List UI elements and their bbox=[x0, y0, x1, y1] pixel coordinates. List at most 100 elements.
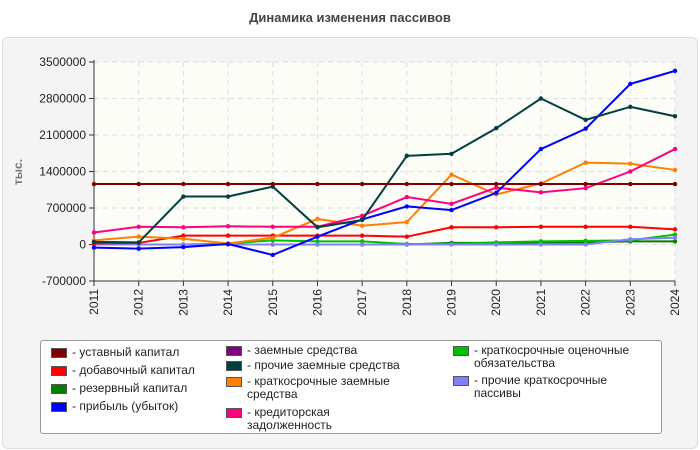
data-point bbox=[583, 238, 588, 244]
series-line bbox=[93, 161, 676, 245]
legend-item: - резервный капитал bbox=[51, 382, 241, 395]
data-point bbox=[315, 234, 320, 239]
data-point bbox=[672, 181, 678, 187]
y-tick-label: 2800000 bbox=[39, 92, 86, 106]
legend-item: - добавочный капитал bbox=[51, 364, 241, 377]
data-point bbox=[91, 181, 97, 187]
data-point bbox=[359, 242, 365, 247]
legend-label: - добавочный капитал bbox=[72, 363, 195, 377]
data-point bbox=[359, 239, 365, 244]
data-point bbox=[136, 240, 141, 245]
data-point bbox=[583, 126, 588, 131]
x-tick-label: 2016 bbox=[310, 289, 324, 316]
data-point bbox=[449, 201, 454, 207]
data-point bbox=[538, 239, 544, 244]
series-0 bbox=[91, 181, 678, 187]
data-point bbox=[672, 167, 678, 173]
y-tick-label: -700000 bbox=[42, 274, 86, 288]
legend-item: - заемные средства bbox=[226, 344, 416, 357]
legend-item: - краткосрочные заемные средства bbox=[226, 375, 416, 401]
legend-label: - резервный капитал bbox=[72, 381, 188, 395]
data-point bbox=[359, 223, 365, 228]
data-point bbox=[583, 117, 588, 123]
x-tick-label: 2024 bbox=[668, 289, 682, 316]
data-point bbox=[494, 181, 499, 187]
data-point bbox=[583, 160, 588, 165]
data-point bbox=[404, 234, 410, 239]
x-tick-label: 2017 bbox=[355, 289, 369, 316]
data-point bbox=[404, 219, 410, 225]
legend-label: - краткосрочные заемные средства bbox=[247, 374, 390, 401]
x-tick-label: 2011 bbox=[87, 289, 101, 315]
legend-item: - прочие заемные средства bbox=[226, 359, 416, 372]
data-point bbox=[359, 233, 365, 238]
data-point bbox=[270, 224, 275, 229]
data-point bbox=[315, 216, 320, 222]
legend-swatch bbox=[51, 348, 67, 358]
legend-label: - прочие заемные средства bbox=[247, 358, 400, 372]
legend-swatch bbox=[226, 377, 242, 387]
data-point bbox=[404, 181, 410, 187]
y-tick-label: 1400000 bbox=[39, 165, 86, 179]
data-point bbox=[449, 181, 454, 187]
data-point bbox=[672, 239, 678, 244]
data-point bbox=[136, 246, 141, 251]
data-point bbox=[628, 224, 633, 229]
data-point bbox=[494, 242, 499, 247]
y-tick-label: 3500000 bbox=[39, 55, 86, 69]
data-point bbox=[538, 242, 544, 247]
data-point bbox=[225, 181, 231, 187]
data-point bbox=[225, 233, 231, 238]
data-point bbox=[494, 225, 499, 230]
data-point bbox=[672, 114, 678, 119]
data-point bbox=[225, 241, 231, 247]
data-point bbox=[628, 81, 633, 87]
legend-swatch bbox=[226, 361, 242, 371]
data-point bbox=[315, 242, 320, 247]
y-axis-label: тыс. bbox=[11, 159, 25, 185]
series-5 bbox=[91, 96, 678, 245]
data-point bbox=[181, 181, 186, 187]
data-point bbox=[449, 151, 454, 156]
data-point bbox=[628, 169, 633, 174]
legend-label: - прочие краткосрочные пассивы bbox=[474, 373, 608, 400]
data-point bbox=[270, 181, 275, 187]
data-point bbox=[449, 242, 454, 247]
legend-swatch bbox=[453, 346, 469, 356]
data-point bbox=[404, 194, 410, 200]
x-tick-label: 2023 bbox=[623, 289, 637, 316]
data-point bbox=[672, 146, 678, 152]
data-point bbox=[538, 190, 544, 195]
data-point bbox=[538, 96, 544, 101]
data-point bbox=[136, 181, 141, 187]
legend-swatch bbox=[51, 384, 67, 394]
data-point bbox=[181, 194, 186, 199]
y-tick-label: 2100000 bbox=[39, 128, 86, 142]
data-point bbox=[270, 252, 275, 258]
data-point bbox=[404, 153, 410, 159]
x-tick-label: 2014 bbox=[221, 289, 235, 316]
x-tick-label: 2019 bbox=[445, 289, 459, 316]
data-point bbox=[538, 146, 544, 152]
legend-label: - краткосрочные оценочные обязательства bbox=[474, 343, 630, 370]
data-point bbox=[628, 237, 633, 242]
data-point bbox=[91, 230, 97, 235]
data-point bbox=[583, 185, 588, 191]
legend-label: - кредиторская задолженность bbox=[247, 405, 332, 432]
x-tick-label: 2012 bbox=[132, 289, 146, 316]
data-point bbox=[672, 227, 678, 232]
legend-item: - прибыль (убыток) bbox=[51, 400, 241, 413]
legend-label: - уставный капитал bbox=[72, 345, 180, 359]
legend-swatch bbox=[226, 346, 242, 356]
y-tick-label: 0 bbox=[79, 238, 86, 252]
data-point bbox=[538, 181, 544, 187]
data-point bbox=[672, 68, 678, 74]
data-point bbox=[315, 181, 320, 187]
data-point bbox=[136, 234, 141, 239]
data-point bbox=[583, 181, 588, 187]
data-point bbox=[628, 161, 633, 166]
data-point bbox=[494, 190, 499, 196]
legend-label: - прибыль (убыток) bbox=[72, 399, 179, 413]
series-line bbox=[93, 97, 676, 244]
